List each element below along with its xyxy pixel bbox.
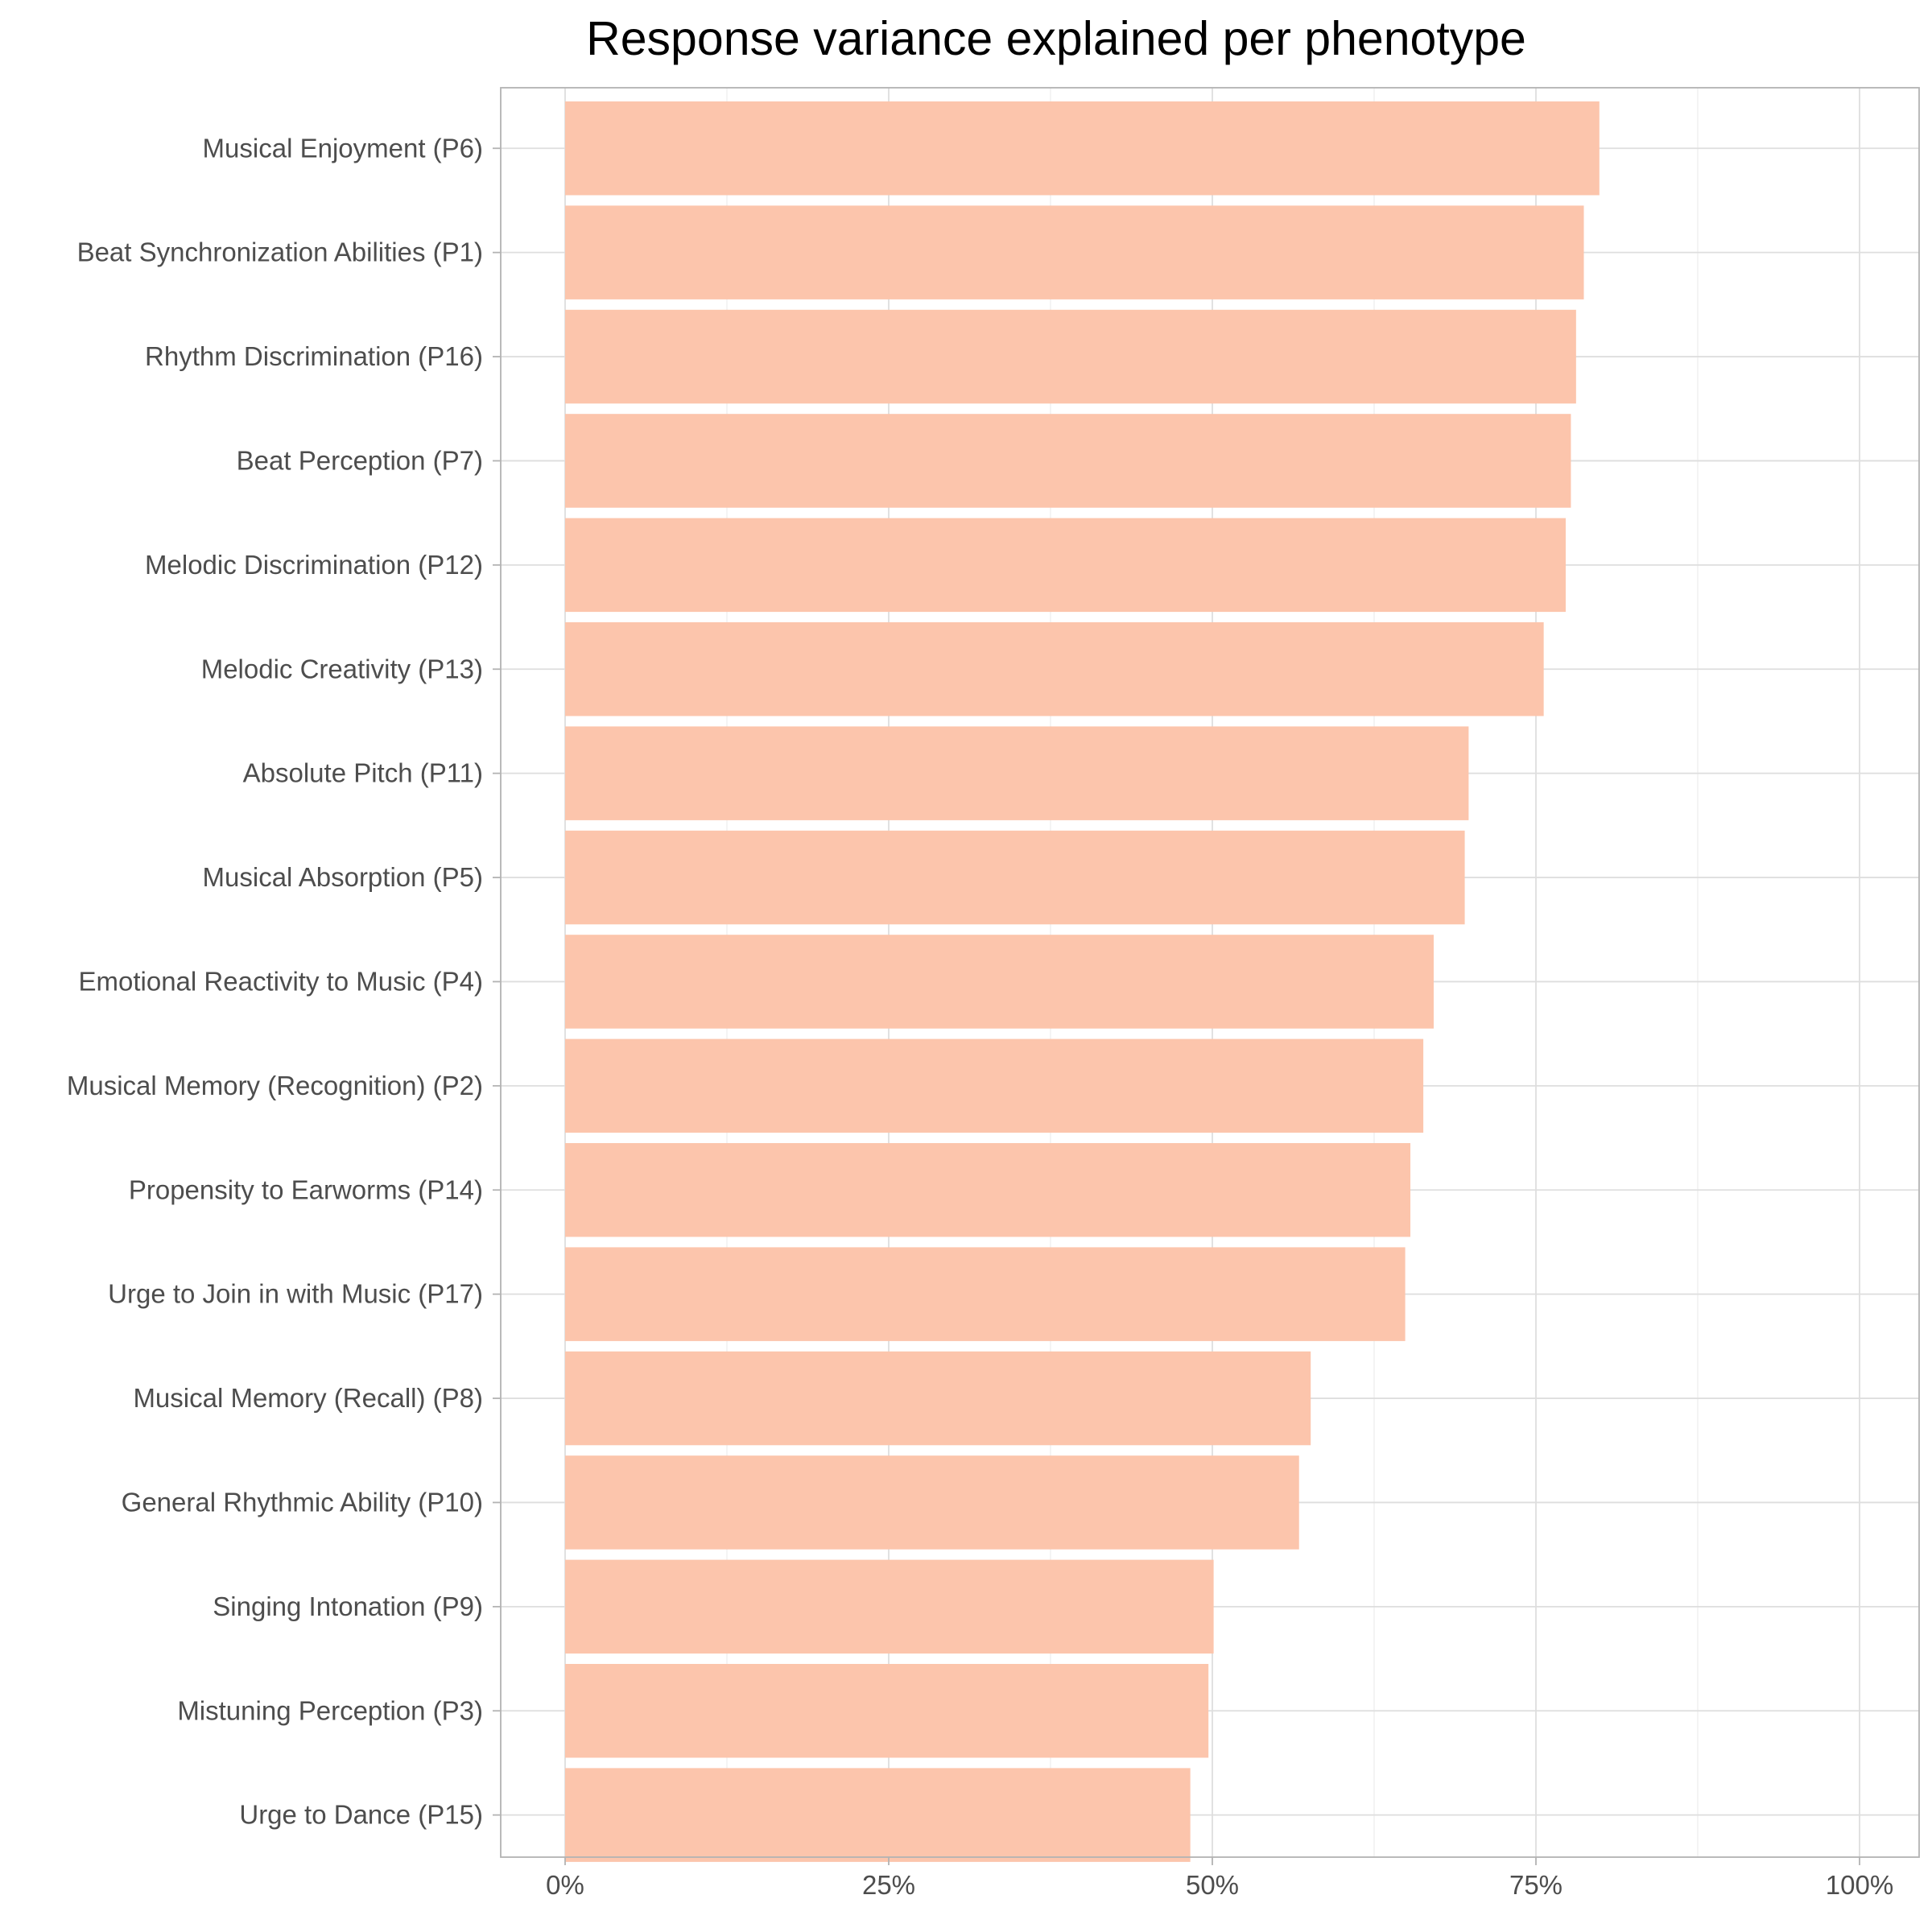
- bar: [565, 309, 1576, 404]
- category-label: Urge to Join in with Music (P17): [108, 1279, 483, 1309]
- bars: [565, 101, 1600, 1862]
- bar: [565, 1351, 1311, 1446]
- value-axis: 0% 25% 50% 75% 100%: [546, 1857, 1893, 1900]
- category-label: Musical Enjoyment (P6): [203, 133, 483, 163]
- bar: [565, 414, 1571, 508]
- x-tick-label: 75%: [1509, 1870, 1563, 1900]
- category-label: Melodic Creativity (P13): [201, 654, 483, 683]
- category-label: Musical Absorption (P5): [203, 862, 483, 892]
- bar: [565, 1559, 1214, 1654]
- category-label: Musical Memory (Recall) (P8): [133, 1383, 483, 1413]
- bar: [565, 1664, 1209, 1758]
- x-tick-label: 25%: [862, 1870, 915, 1900]
- bar: [565, 1455, 1299, 1550]
- x-tick-label: 100%: [1826, 1870, 1893, 1900]
- bar: [565, 1247, 1406, 1341]
- bar: [565, 518, 1566, 613]
- category-label: Musical Memory (Recognition) (P2): [67, 1071, 483, 1100]
- category-label: Melodic Discrimination (P12): [145, 550, 483, 580]
- category-label: Beat Synchronization Abilities (P1): [77, 237, 483, 267]
- category-label: Emotional Reactivity to Music (P4): [79, 966, 484, 996]
- bar: [565, 935, 1434, 1029]
- category-label: Rhythm Discrimination (P16): [145, 341, 483, 371]
- bar: [565, 1038, 1424, 1133]
- category-label: Beat Perception (P7): [237, 445, 483, 475]
- bar: [565, 205, 1584, 299]
- category-label: Urge to Dance (P15): [239, 1800, 483, 1830]
- bar: [565, 1143, 1411, 1237]
- category-label: Mistuning Perception (P3): [177, 1695, 483, 1725]
- category-label: General Rhythmic Ability (P10): [122, 1487, 483, 1517]
- category-axis: Musical Enjoyment (P6) Beat Synchronizati…: [67, 133, 501, 1830]
- panel-border: [500, 87, 1920, 1858]
- bar: [565, 830, 1465, 925]
- chart-title: Response variance explained per phenotyp…: [586, 12, 1526, 65]
- category-label: Absolute Pitch (P11): [243, 758, 483, 788]
- x-tick-label: 0%: [546, 1870, 584, 1900]
- bar: [565, 726, 1469, 820]
- category-label: Singing Intonation (P9): [213, 1591, 483, 1621]
- x-tick-label: 50%: [1186, 1870, 1239, 1900]
- bar: [565, 1768, 1191, 1862]
- bar: [565, 101, 1600, 196]
- bar: [565, 622, 1544, 716]
- category-label: Propensity to Earworms (P14): [129, 1174, 483, 1204]
